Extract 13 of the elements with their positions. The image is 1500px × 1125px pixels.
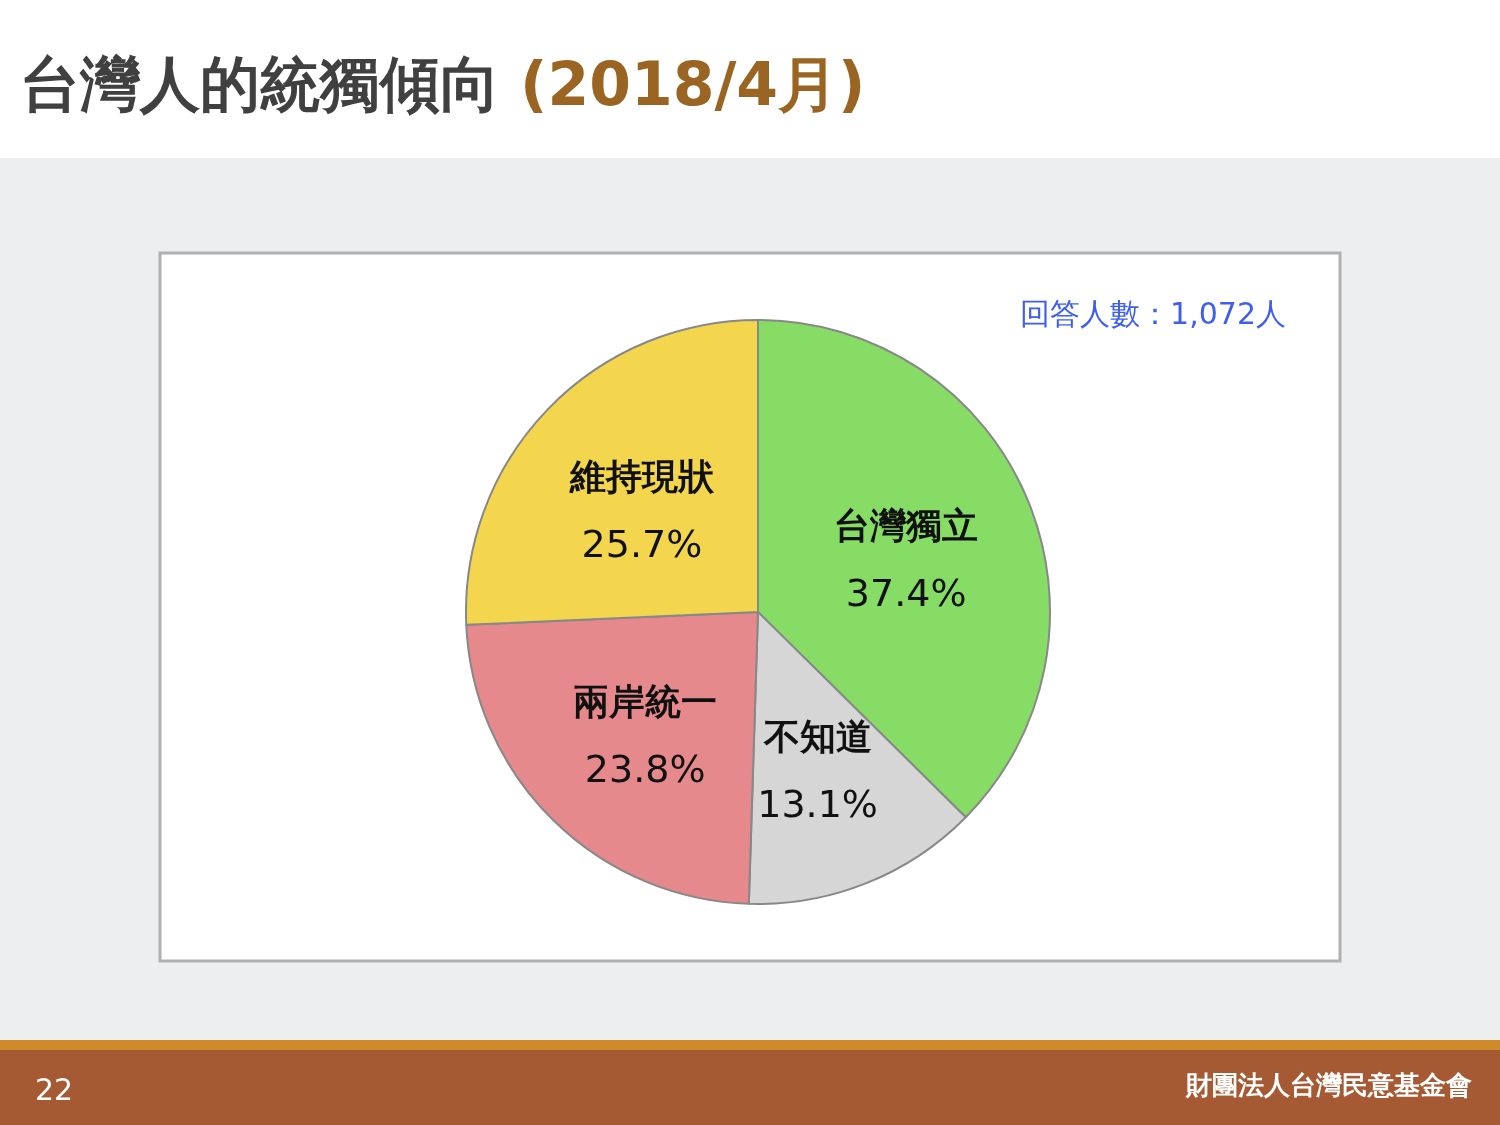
text: 回答人數：1,072人 <box>1020 296 1286 331</box>
text: 財團法人台灣民意基金會 <box>1185 1070 1472 1100</box>
chart-title: 台灣人的統獨傾向 <box>20 49 500 119</box>
slice-label: 不知道 <box>762 716 872 758</box>
slice-label: 兩岸統一 <box>573 681 718 723</box>
data-label: 37.4% <box>845 571 967 616</box>
data-label: 25.7% <box>581 521 703 566</box>
data-label: 23.8% <box>584 747 706 792</box>
chart-subtitle: (2018/4月) <box>520 49 866 119</box>
data-label: 13.1% <box>757 782 878 827</box>
slice-label: 台灣獨立 <box>834 505 979 547</box>
text: 22 <box>35 1072 74 1107</box>
slice-label: 維持現狀 <box>568 455 715 497</box>
